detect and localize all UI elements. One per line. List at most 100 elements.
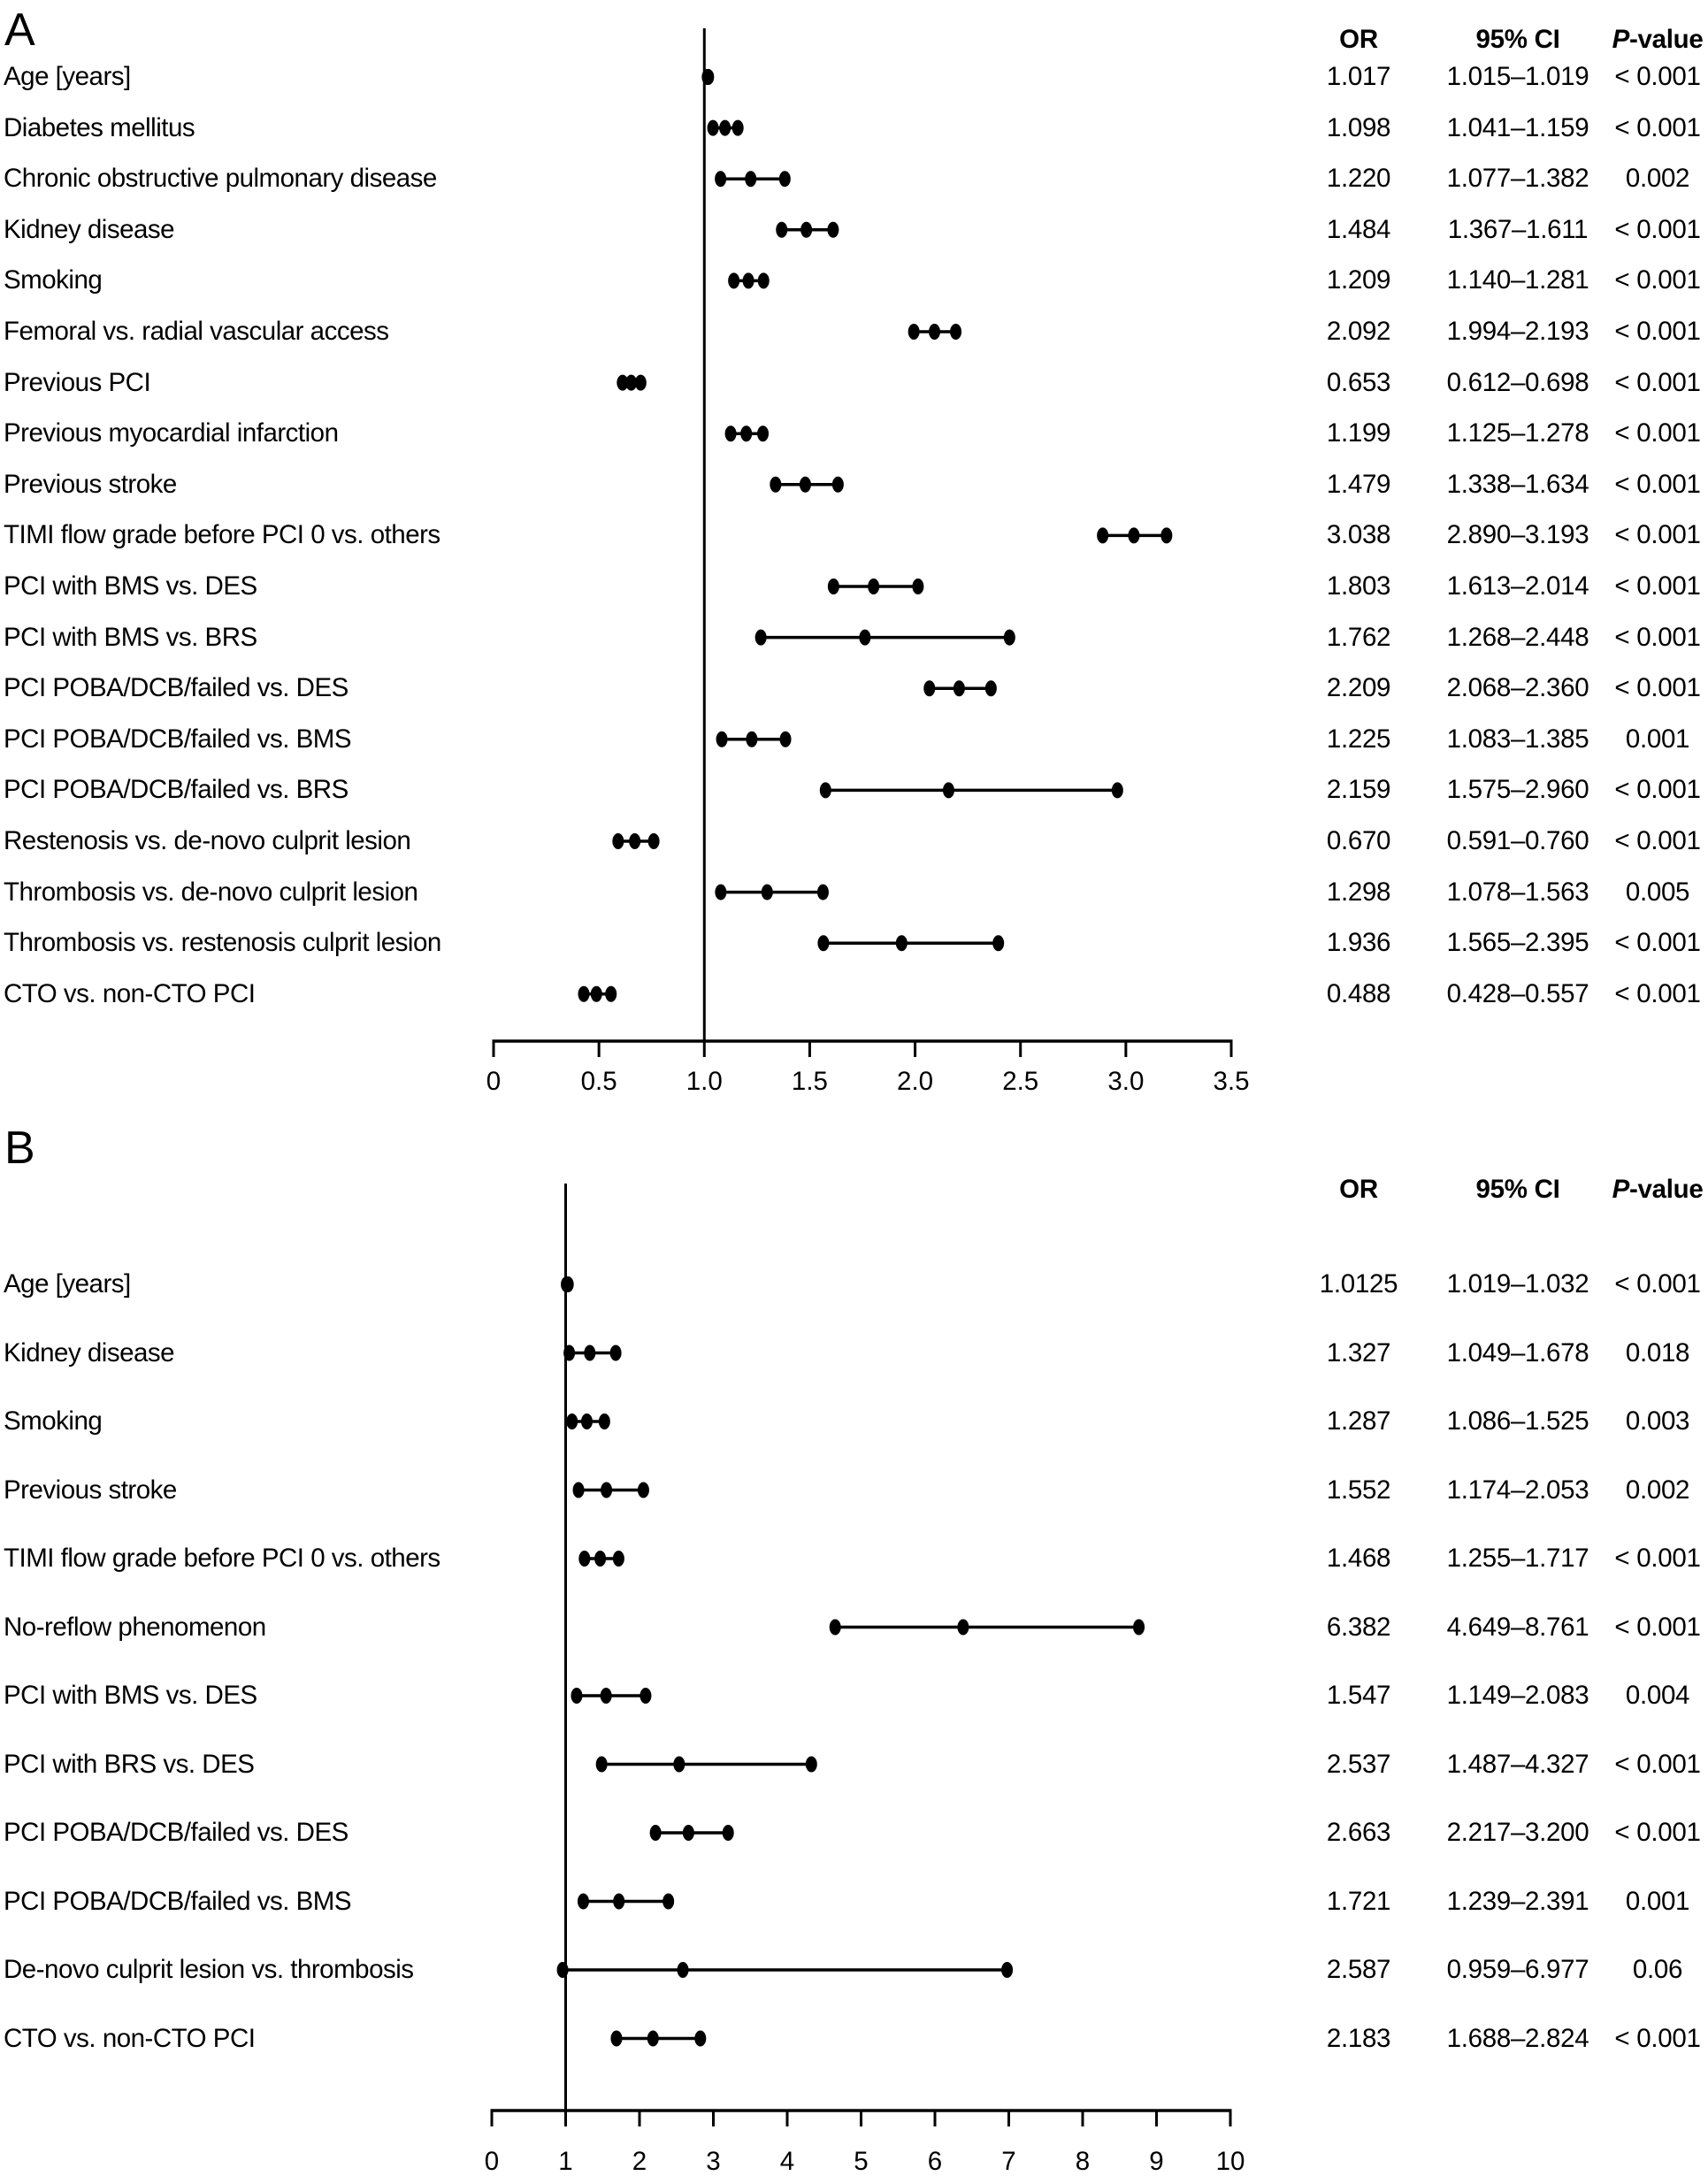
forest-dot <box>770 476 782 493</box>
ci-value: 0.612–0.698 <box>1446 367 1589 397</box>
row-label: Diabetes mellitus <box>4 112 195 142</box>
forest-dot <box>625 374 638 391</box>
ci-value: 1.149–2.083 <box>1446 1681 1589 1710</box>
forest-dot <box>572 1482 585 1498</box>
row-label: Previous myocardial infarction <box>4 418 339 448</box>
or-value: 1.484 <box>1326 214 1391 244</box>
forest-dot <box>745 171 757 188</box>
ci-value: 1.019–1.032 <box>1446 1269 1589 1299</box>
row-label: Previous PCI <box>4 367 151 397</box>
p-value: < 0.001 <box>1614 978 1701 1008</box>
forest-dot <box>805 1756 817 1773</box>
forest-dot <box>578 985 590 1002</box>
forest-dot <box>605 985 617 1002</box>
forest-dot <box>707 119 719 136</box>
x-axis-tick-label: 5 <box>854 2147 869 2176</box>
ci-value: 1.140–1.281 <box>1446 265 1589 295</box>
forest-dot <box>1001 1962 1014 1978</box>
forest-dot <box>682 1825 694 1841</box>
ci-value: 1.338–1.634 <box>1446 469 1589 499</box>
forest-dot <box>819 782 831 799</box>
p-value: < 0.001 <box>1614 2023 1701 2053</box>
forest-dot <box>728 272 740 289</box>
row-label: Thrombosis vs. restenosis culprit lesion <box>4 928 441 958</box>
forest-dot <box>831 476 844 493</box>
ci-value: 1.174–2.053 <box>1446 1475 1589 1505</box>
forest-dot <box>663 1893 675 1910</box>
x-axis-tick-label: 0 <box>486 1067 502 1096</box>
ci-column-header: 95% CI <box>1475 1175 1560 1204</box>
forest-dot <box>590 985 602 1002</box>
row-label: PCI POBA/DCB/failed vs. DES <box>4 673 348 703</box>
ci-value: 1.268–2.448 <box>1446 622 1589 652</box>
x-axis-tick-label: 2.5 <box>1002 1067 1039 1096</box>
row-label: Femoral vs. radial vascular access <box>4 317 389 346</box>
forest-dot <box>816 884 829 900</box>
forest-dot <box>649 1825 662 1841</box>
ci-value: 0.428–0.557 <box>1446 978 1589 1008</box>
forest-dot <box>629 833 641 849</box>
forest-dot <box>923 680 936 697</box>
or-value: 2.159 <box>1326 775 1391 805</box>
ci-value: 1.083–1.385 <box>1446 724 1589 754</box>
or-value: 2.587 <box>1326 1955 1391 1984</box>
ci-value: 1.487–4.327 <box>1446 1749 1589 1779</box>
forest-dot <box>859 629 871 646</box>
forest-dot <box>957 1619 969 1636</box>
ci-value: 0.591–0.760 <box>1446 826 1589 855</box>
forest-dot <box>950 324 962 340</box>
forest-dot <box>895 935 908 952</box>
forest-dot <box>757 425 770 442</box>
or-value: 1.547 <box>1326 1681 1391 1710</box>
p-value: < 0.001 <box>1614 1749 1701 1779</box>
forest-dot <box>992 935 1005 952</box>
or-value: 1.552 <box>1326 1475 1391 1505</box>
forest-dot <box>817 935 830 952</box>
forest-dot <box>724 425 737 442</box>
row-label: Age [years] <box>4 1269 131 1299</box>
or-value: 1.017 <box>1326 62 1391 91</box>
forest-dot <box>571 1688 583 1704</box>
p-value: < 0.001 <box>1614 317 1701 346</box>
x-axis-tick-label: 1.0 <box>685 1067 723 1096</box>
forest-dot <box>742 272 754 289</box>
p-value: 0.002 <box>1625 1475 1690 1505</box>
x-axis-tick-label: 1.5 <box>791 1067 828 1096</box>
or-value: 1.468 <box>1326 1544 1391 1573</box>
p-value-column-header: P-value <box>1612 1175 1704 1204</box>
or-value: 1.225 <box>1326 724 1391 754</box>
p-value: < 0.001 <box>1614 826 1701 855</box>
or-value: 0.653 <box>1326 367 1391 397</box>
x-axis-tick-label: 1 <box>558 2147 573 2176</box>
row-label: PCI with BMS vs. BRS <box>4 622 257 652</box>
p-value: < 0.001 <box>1614 1544 1701 1573</box>
ci-value: 1.613–2.014 <box>1446 571 1589 601</box>
p-value: 0.001 <box>1625 1886 1690 1916</box>
ci-value: 1.367–1.611 <box>1447 214 1589 244</box>
p-value: < 0.001 <box>1614 520 1701 550</box>
forest-dot <box>953 680 965 697</box>
forest-dot <box>578 1551 591 1567</box>
ci-value: 1.041–1.159 <box>1446 112 1589 142</box>
or-value: 1.479 <box>1326 469 1391 499</box>
forest-dot <box>610 2030 623 2047</box>
forest-dot <box>647 833 660 849</box>
forest-dot <box>715 171 727 188</box>
row-label: Previous stroke <box>4 1475 177 1505</box>
p-italic-letter: P <box>1612 1175 1630 1204</box>
row-label: PCI POBA/DCB/failed vs. DES <box>4 1818 348 1847</box>
or-value: 1.287 <box>1326 1406 1391 1436</box>
row-label: Thrombosis vs. de-novo culprit lesion <box>4 877 418 907</box>
row-label: PCI with BMS vs. DES <box>4 1681 257 1710</box>
ci-value: 2.217–3.200 <box>1446 1818 1589 1847</box>
p-value: 0.001 <box>1625 724 1690 754</box>
row-label: TIMI flow grade before PCI 0 vs. others <box>4 1544 440 1573</box>
forest-dot <box>827 221 839 238</box>
or-value: 1.721 <box>1326 1886 1391 1916</box>
p-value: < 0.001 <box>1614 622 1701 652</box>
forest-dot <box>584 1345 596 1361</box>
or-value: 1.803 <box>1326 571 1391 601</box>
